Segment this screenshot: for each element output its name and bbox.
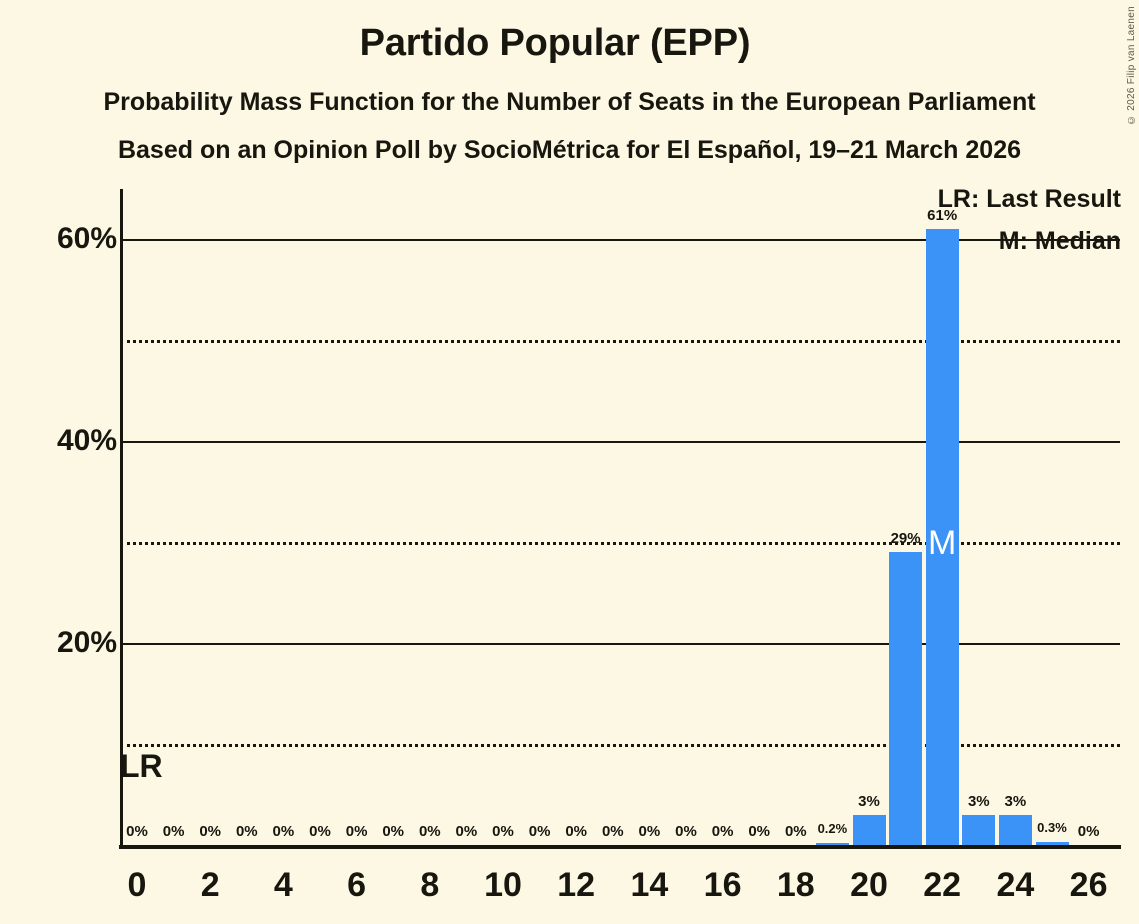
legend-last-result: LR: Last Result — [937, 185, 1121, 213]
bar-value-label-seat-8: 0% — [418, 823, 441, 840]
x-tick-label-22: 22 — [923, 866, 962, 904]
bar-value-label-seat-5: 0% — [309, 823, 331, 840]
x-tick-label-24: 24 — [996, 866, 1035, 904]
x-tick-label-10: 10 — [484, 866, 522, 904]
x-tick-label-16: 16 — [703, 866, 742, 904]
bar-value-label-seat-17: 0% — [748, 823, 771, 840]
bar-value-label-seat-3: 0% — [235, 823, 258, 840]
bar-value-label-seat-26: 0% — [1077, 823, 1100, 840]
y-axis-line — [120, 189, 123, 847]
x-tick-label-4: 4 — [273, 866, 293, 904]
bar-value-label-seat-21: 29% — [890, 530, 921, 548]
x-tick-label-18: 18 — [776, 866, 815, 904]
gridline-minor-30 — [120, 542, 1120, 546]
bar-value-label-seat-9: 0% — [455, 823, 478, 840]
x-tick-label-8: 8 — [420, 866, 440, 904]
chart-subtitle-source: Based on an Opinion Poll by SocioMétrica… — [117, 136, 1022, 164]
bar-value-label-seat-25: 0.3% — [1037, 819, 1067, 835]
bar-seat-19[interactable] — [815, 842, 849, 845]
x-tick-label-20: 20 — [850, 866, 888, 904]
gridline-minor-50 — [120, 340, 1120, 344]
bar-value-label-seat-1: 0% — [162, 823, 185, 840]
x-tick-label-2: 2 — [200, 866, 220, 904]
bar-value-label-seat-6: 0% — [345, 823, 368, 840]
bar-value-label-seat-24: 3% — [1004, 792, 1027, 810]
x-tick-label-14: 14 — [630, 866, 669, 904]
bar-seat-20[interactable] — [852, 814, 886, 845]
bar-value-label-seat-11: 0% — [528, 823, 551, 840]
bar-value-label-seat-13: 0% — [601, 823, 624, 840]
bar-seat-24[interactable] — [998, 814, 1032, 845]
bar-value-label-seat-18: 0% — [784, 823, 807, 840]
bar-value-label-seat-23: 3% — [967, 792, 990, 810]
last-result-marker: LR — [120, 748, 163, 785]
median-marker: M — [928, 524, 957, 563]
gridline-major-60 — [120, 239, 1120, 242]
chart-subtitle-primary: Probability Mass Function for the Number… — [103, 88, 1036, 116]
bar-seat-22[interactable] — [925, 229, 959, 845]
x-axis-line — [119, 845, 1121, 849]
bar-value-label-seat-4: 0% — [272, 823, 295, 840]
bar-value-label-seat-0: 0% — [126, 823, 148, 840]
bar-value-label-seat-10: 0% — [492, 823, 514, 840]
bar-value-label-seat-22: 61% — [927, 207, 958, 225]
bar-seat-25[interactable] — [1035, 841, 1069, 845]
gridline-major-20 — [120, 643, 1120, 646]
x-tick-label-12: 12 — [557, 866, 596, 904]
copyright-notice: © 2026 Filip van Laenen — [1126, 6, 1137, 126]
chart-title: Partido Popular (EPP) — [359, 22, 751, 64]
x-tick-label-0: 0 — [127, 866, 147, 904]
plot-area: 0% 0% 0% 0% 0% 0% 0% 0% 0% 0% 0% 0% 0% 0% 0% 0% 0% 0% 0% 0.… — [120, 189, 1120, 845]
y-tick-label-20: 20% — [56, 626, 117, 660]
bar-seat-23[interactable] — [962, 814, 996, 845]
bar-value-label-seat-20: 3% — [858, 792, 880, 810]
bar-value-label-seat-15: 0% — [675, 823, 697, 840]
x-tick-label-6: 6 — [347, 866, 367, 904]
bar-value-label-seat-14: 0% — [638, 823, 661, 840]
gridline-minor-10 — [120, 744, 1120, 748]
x-tick-label-26: 26 — [1069, 866, 1108, 904]
y-tick-label-60: 60% — [56, 222, 117, 256]
bar-value-label-seat-19: 0.2% — [817, 820, 848, 836]
bar-value-label-seat-16: 0% — [711, 823, 734, 840]
gridline-major-40 — [120, 441, 1120, 444]
bar-value-label-seat-7: 0% — [382, 823, 405, 840]
bar-value-label-seat-2: 0% — [199, 823, 222, 840]
bar-seat-21[interactable] — [889, 552, 923, 845]
y-tick-label-40: 40% — [56, 424, 117, 458]
bar-value-label-seat-12: 0% — [565, 823, 588, 840]
